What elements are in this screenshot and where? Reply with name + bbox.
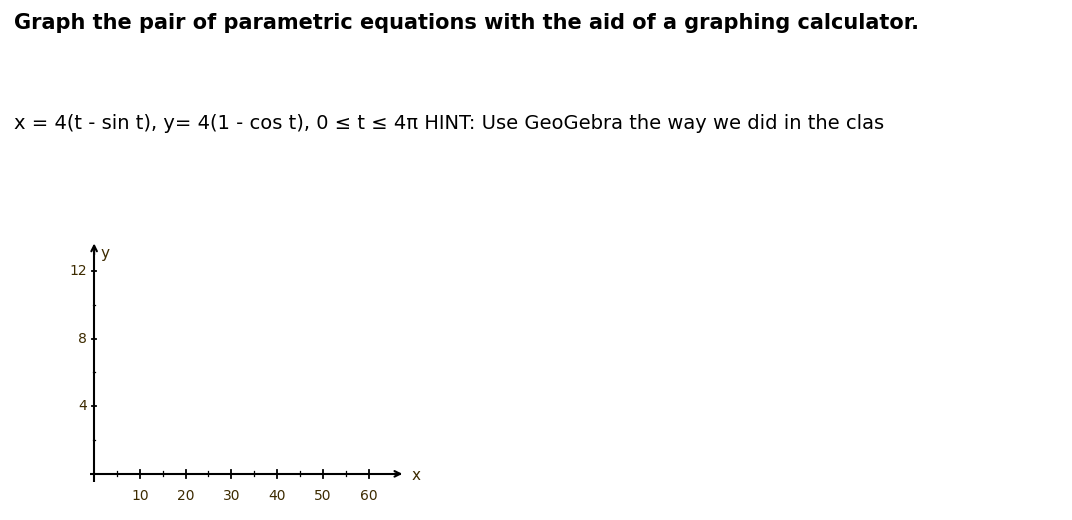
- Text: 40: 40: [268, 489, 286, 503]
- Text: Graph the pair of parametric equations with the aid of a graphing calculator.: Graph the pair of parametric equations w…: [14, 13, 919, 33]
- Text: y: y: [101, 245, 110, 261]
- Text: x: x: [412, 468, 421, 483]
- Text: 60: 60: [360, 489, 377, 503]
- Text: 10: 10: [131, 489, 149, 503]
- Text: 20: 20: [177, 489, 194, 503]
- Text: 4: 4: [78, 399, 87, 413]
- Text: 50: 50: [314, 489, 331, 503]
- Text: 8: 8: [78, 332, 87, 346]
- Text: x = 4(t - sin t), y= 4(1 - cos t), 0 ≤ t ≤ 4π HINT: Use GeoGebra the way we did : x = 4(t - sin t), y= 4(1 - cos t), 0 ≤ t…: [14, 114, 884, 134]
- Text: 12: 12: [70, 264, 87, 278]
- Text: 30: 30: [223, 489, 240, 503]
